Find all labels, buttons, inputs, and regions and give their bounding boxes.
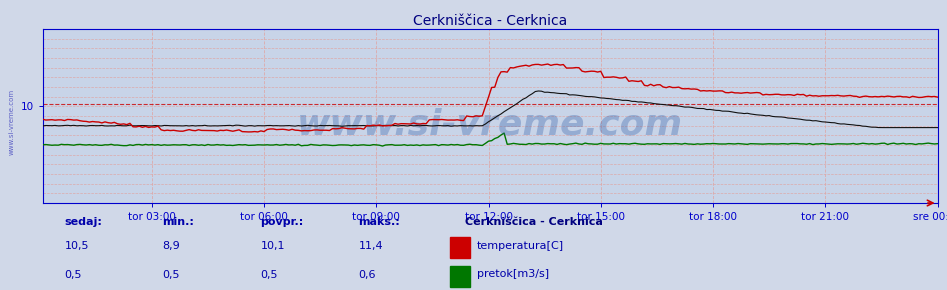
Text: 8,9: 8,9 [163, 241, 180, 251]
Text: 0,5: 0,5 [64, 270, 82, 280]
Text: 0,5: 0,5 [260, 270, 277, 280]
Text: 0,5: 0,5 [163, 270, 180, 280]
Text: povpr.:: povpr.: [260, 217, 304, 227]
Text: 0,6: 0,6 [358, 270, 376, 280]
Text: maks.:: maks.: [358, 217, 400, 227]
Text: pretok[m3/s]: pretok[m3/s] [476, 269, 549, 279]
Title: Cerkniščica - Cerknica: Cerkniščica - Cerknica [413, 14, 567, 28]
Bar [450, 266, 470, 287]
Text: www.si-vreme.com: www.si-vreme.com [9, 89, 14, 155]
Text: 10,5: 10,5 [64, 241, 89, 251]
Text: min.:: min.: [163, 217, 194, 227]
Text: 10,1: 10,1 [260, 241, 285, 251]
Text: Cerkniščica - Cerknica: Cerkniščica - Cerknica [465, 217, 603, 227]
Text: 11,4: 11,4 [358, 241, 383, 251]
Text: www.si-vreme.com: www.si-vreme.com [297, 108, 683, 142]
Text: sedaj:: sedaj: [64, 217, 102, 227]
Bar [450, 237, 470, 258]
Text: temperatura[C]: temperatura[C] [476, 241, 563, 251]
